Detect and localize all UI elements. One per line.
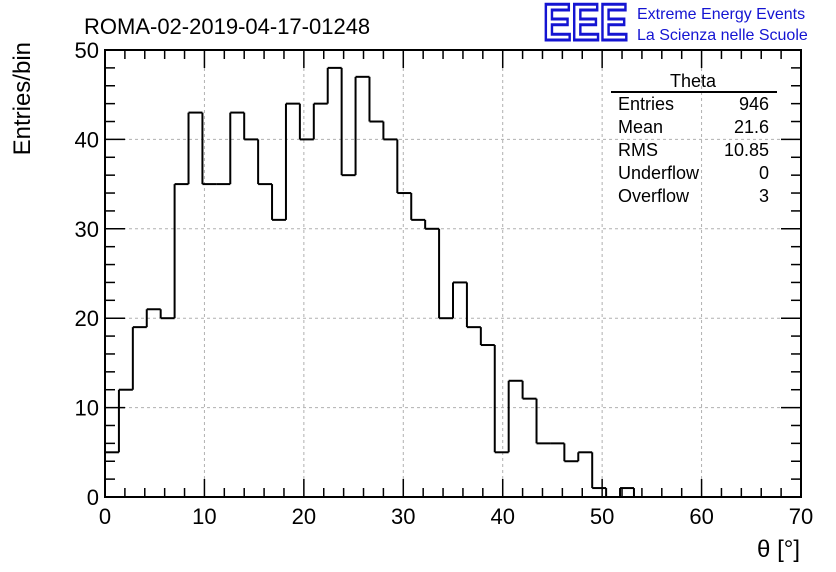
x-axis-title: θ [°] [757,536,800,563]
y-tick-label: 20 [75,306,99,331]
x-tick-label: 20 [292,504,316,529]
stats-label: Underflow [618,163,700,183]
y-axis-title: Entries/bin [9,42,36,155]
x-tick-label: 70 [789,504,813,529]
stats-label: Mean [618,117,663,137]
stats-box: Theta Entries 946 Mean 21.6 RMS 10.85 Underflo… [611,71,777,206]
logo-line-2: La Scienza nelle Scuole [637,27,808,44]
stats-value: 3 [759,186,769,206]
x-tick-label: 40 [490,504,514,529]
x-tick-label: 30 [391,504,415,529]
y-tick-label: 40 [75,127,99,152]
x-tick-label: 10 [192,504,216,529]
eee-logo-letters: EEE [543,0,628,52]
stats-rows: Entries 946 Mean 21.6 RMS 10.85 Underflow 0 Over… [618,94,769,206]
stats-value: 0 [759,163,769,183]
y-tick-label: 50 [75,38,99,63]
stats-value: 946 [739,94,769,114]
stats-value: 21.6 [734,117,769,137]
axis-ticks [104,49,802,498]
eee-logo: EEE Extreme Energy Events La Scienza nel… [542,0,808,54]
x-tick-label: 0 [99,504,111,529]
logo-line-1: Extreme Energy Events [637,6,805,23]
plot-border [104,49,802,498]
stats-label: Overflow [618,186,690,206]
grid-lines [105,50,801,497]
stats-label: RMS [618,140,658,160]
plot-frame [104,49,802,498]
y-tick-label: 0 [87,485,99,510]
histogram-series [104,66,801,498]
y-tick-label: 30 [75,217,99,242]
x-tick-label: 60 [689,504,713,529]
x-tick-label: 50 [590,504,614,529]
y-tick-label: 10 [75,396,99,421]
stats-value: 10.85 [724,140,769,160]
chart-title: ROMA-02-2019-04-17-01248 [84,14,370,39]
stats-title: Theta [670,71,717,91]
stats-label: Entries [618,94,674,114]
